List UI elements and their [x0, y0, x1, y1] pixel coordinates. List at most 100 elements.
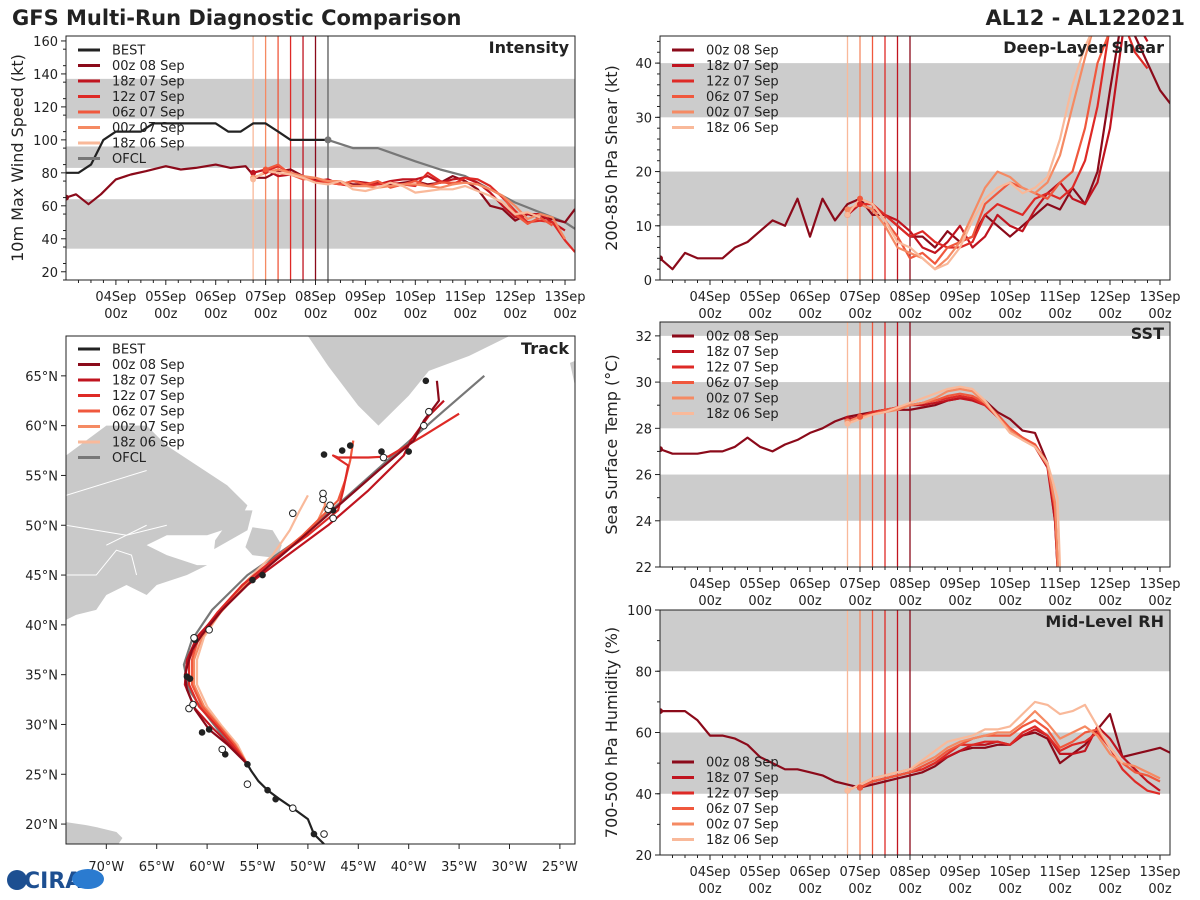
rh-xtick-sublabel: 00z: [748, 882, 772, 897]
intensity-series-best: [66, 122, 328, 174]
track-line-ofcl: [182, 374, 486, 765]
track-ytick-label: 30°N: [25, 718, 58, 733]
track-marker-filled: [249, 576, 256, 584]
sst-xtick-label: 08Sep: [889, 577, 930, 592]
track-marker-filled: [259, 571, 266, 579]
intensity-init-marker-06z-07-sep: [262, 166, 269, 173]
rh-legend-label: 18z 06 Sep: [706, 833, 779, 848]
sst-xtick-label: 05Sep: [739, 577, 780, 592]
shear-legend-label: 00z 07 Sep: [706, 106, 779, 121]
cira-logo-mark: [7, 870, 27, 890]
sst-init-marker-06z-07-sep: [857, 413, 863, 420]
track-frame: [65, 335, 576, 845]
track-marker-filled: [338, 447, 346, 454]
shear-xtick-label: 09Sep: [939, 290, 980, 305]
shear-band-0: [660, 171, 1170, 226]
track-line-18z-06-sep: [195, 494, 309, 765]
track-marker-filled: [378, 448, 385, 455]
track-legend-label: BEST: [112, 343, 145, 358]
track-land-iceland: [569, 360, 575, 386]
track-xtick-label: 40°W: [391, 860, 427, 875]
sst-series-18z-06-sep: [847, 385, 1062, 567]
shear-xtick-label: 07Sep: [839, 290, 880, 305]
shear-legend-label: 12z 07 Sep: [706, 75, 779, 90]
rh-init-marker-18z-06-sep: [844, 787, 851, 794]
panel-sst: 22 24 26 28 30 32 04Sep 00z 05Sep 00z 06Sep 00z 07Se…: [602, 321, 1181, 609]
shear-xtick-sublabel: 00z: [1048, 307, 1072, 322]
rh-xtick-label: 12Sep: [1089, 865, 1130, 880]
intensity-xtick-label: 09Sep: [345, 290, 386, 305]
rh-legend-label: 00z 08 Sep: [706, 756, 779, 771]
rh-xtick-label: 10Sep: [989, 865, 1030, 880]
shear-frame: [659, 35, 1171, 281]
intensity-xtick-label: 04Sep: [95, 290, 136, 305]
track-line-12z-07-sep: [187, 412, 460, 765]
intensity-legend-label: 00z 07 Sep: [112, 121, 185, 136]
rh-xtick-label: 13Sep: [1139, 865, 1180, 880]
sst-ytick-label: 24: [635, 515, 652, 530]
panel-track: 20°N 25°N 30°N 35°N 40°N 45°N 50°N 55°N 60°N 65°N…: [25, 335, 578, 875]
intensity-series-00z-07-sep: [252, 168, 566, 240]
sst-init-marker-18z-06-sep: [844, 420, 851, 427]
track-ytick-label: 20°N: [25, 818, 58, 833]
track-marker-open: [288, 804, 297, 812]
shear-ytick-label: 40: [635, 57, 652, 72]
intensity-xtick-label: 08Sep: [295, 290, 336, 305]
track-legend-label: 12z 07 Sep: [112, 389, 185, 404]
track-marker-filled: [264, 786, 271, 794]
rh-ytick-label: 40: [635, 788, 652, 803]
intensity-xtick-label: 05Sep: [145, 290, 186, 305]
track-marker-open: [319, 489, 327, 498]
intensity-legend-label: 18z 06 Sep: [112, 137, 185, 152]
track-ytick-label: 40°N: [25, 619, 58, 634]
intensity-init-marker-00z-08-sep: [66, 194, 69, 201]
rh-xtick-sublabel: 00z: [998, 882, 1022, 897]
track-marker-open: [420, 421, 428, 430]
rh-xtick-sublabel: 00z: [1148, 882, 1172, 897]
track-marker-filled: [198, 729, 206, 736]
sst-xtick-sublabel: 00z: [748, 594, 772, 609]
track-xtick-label: 50°W: [290, 860, 326, 875]
track-xtick-label: 30°W: [492, 860, 528, 875]
track-land-avalon: [245, 527, 282, 559]
rh-xtick-sublabel: 00z: [798, 882, 822, 897]
track-ytick-label: 35°N: [25, 669, 58, 684]
intensity-xtick-label: 12Sep: [495, 290, 536, 305]
shear-series-18z-06-sep: [846, 36, 1092, 271]
sst-xtick-label: 10Sep: [989, 577, 1030, 592]
track-marker-open: [190, 634, 198, 642]
rh-init-marker-00z-08-sep: [660, 708, 663, 715]
shear-ytick-label: 0: [644, 274, 652, 289]
track-marker-open: [329, 514, 337, 523]
shear-legend-label: 18z 07 Sep: [706, 59, 779, 74]
rh-xtick-sublabel: 00z: [848, 882, 872, 897]
storm-id: AL12 - AL122021: [986, 6, 1186, 30]
rh-xtick-label: 06Sep: [789, 865, 830, 880]
intensity-xtick-label: 07Sep: [245, 290, 286, 305]
cira-logo: CIRA: [7, 869, 104, 894]
track-marker-filled: [346, 442, 354, 449]
panel-shear: 0 10 20 30 40 04Sep 00z 05Sep 00z 06Sep 00z 07Sep 00…: [602, 35, 1181, 322]
rh-legend-label: 18z 07 Sep: [706, 771, 779, 786]
intensity-ytick-label: 120: [33, 101, 58, 116]
track-marker-open: [205, 626, 213, 634]
track-line-00z-08-sep: [183, 380, 440, 766]
intensity-ytick-label: 100: [33, 134, 58, 149]
rh-series-18z-06-sep: [847, 700, 1124, 792]
shear-series-00z-07-sep: [847, 36, 1093, 271]
rh-series-00z-08-sep: [660, 709, 1170, 789]
track-border-2: [66, 469, 147, 496]
intensity-ytick-label: 20: [41, 266, 58, 281]
track-marker-open: [243, 780, 252, 789]
rh-ytick-label: 80: [635, 665, 652, 680]
track-legend-label: 18z 07 Sep: [112, 374, 185, 389]
shear-xtick-label: 11Sep: [1039, 290, 1080, 305]
intensity-legend-label: BEST: [112, 44, 145, 59]
shear-init-marker-12z-07-sep: [857, 201, 863, 208]
shear-xtick-sublabel: 00z: [1098, 307, 1122, 322]
intensity-xtick-sublabel: 00z: [304, 307, 328, 322]
intensity-legend-label: 12z 07 Sep: [112, 90, 185, 105]
track-land-newfoundland: [214, 510, 253, 550]
sst-xtick-sublabel: 00z: [998, 594, 1022, 609]
shear-ytick-label: 30: [635, 111, 652, 126]
